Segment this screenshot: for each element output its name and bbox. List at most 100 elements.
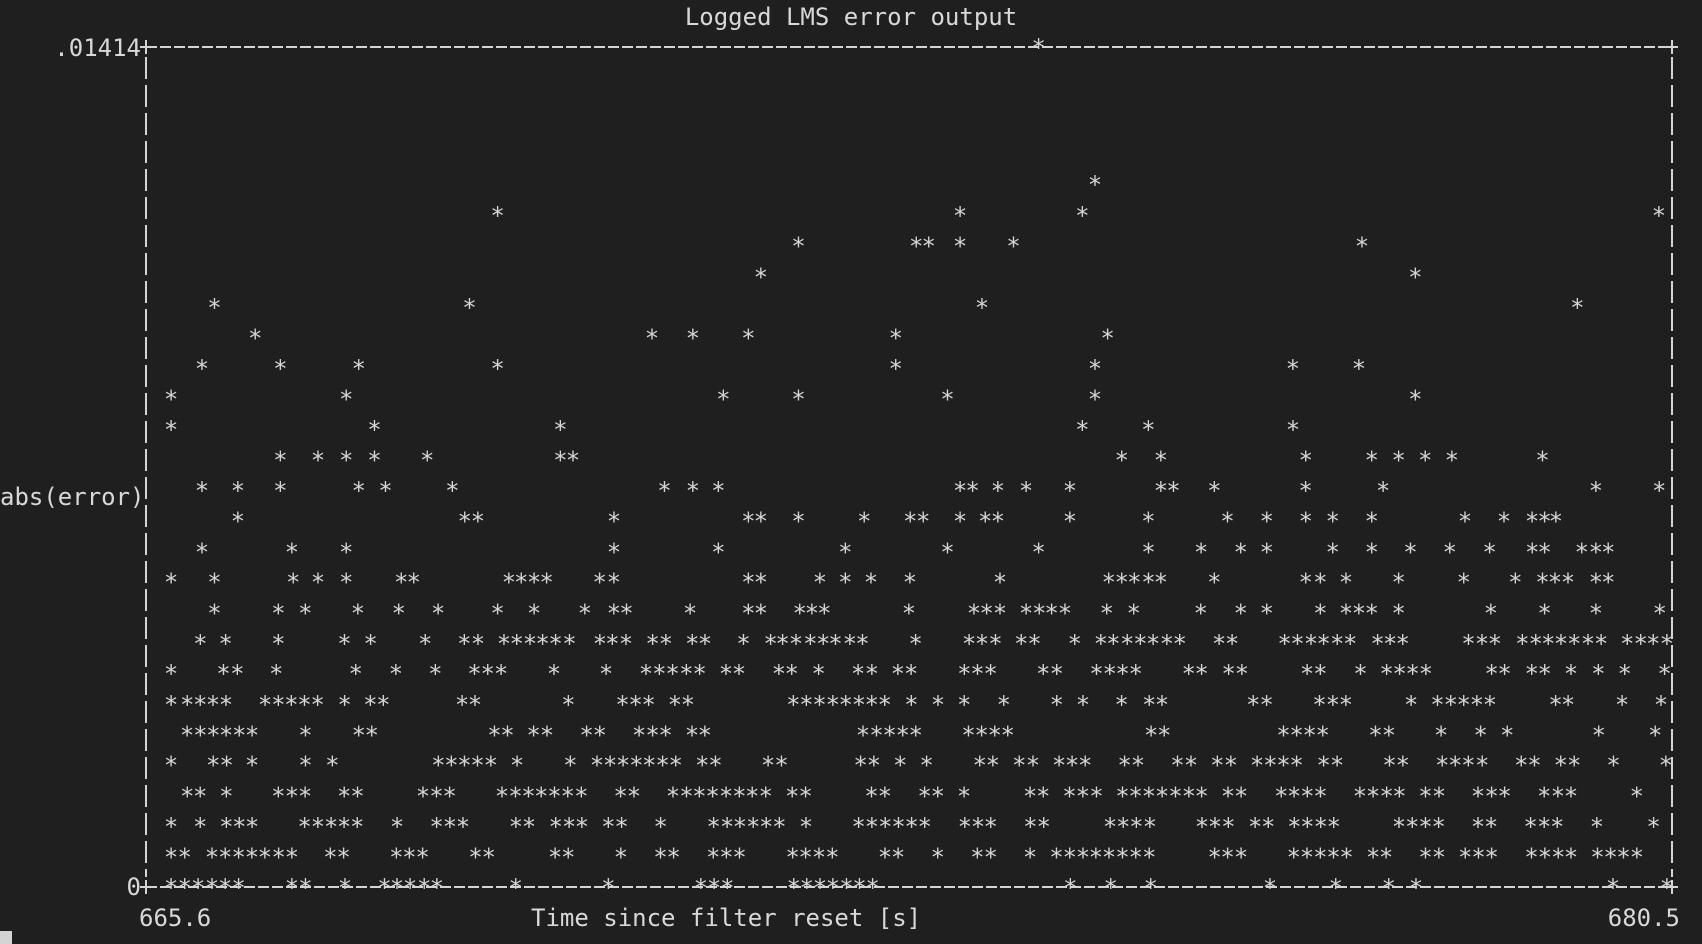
data-point: * — [285, 874, 299, 902]
data-point: * — [339, 446, 353, 474]
data-point: * — [909, 721, 923, 749]
data-point: * — [1313, 844, 1327, 872]
data-point: * — [1166, 477, 1180, 505]
data-point: * — [574, 783, 588, 811]
data-point: * — [599, 660, 613, 688]
data-point: * — [838, 538, 852, 566]
data-point: * — [614, 844, 628, 872]
data-point: * — [1290, 630, 1304, 658]
data-point: * — [761, 752, 775, 780]
data-point: * — [378, 477, 392, 505]
data-point: * — [774, 752, 788, 780]
data-point: * — [798, 844, 812, 872]
data-point: * — [231, 874, 245, 902]
data-point: * — [1606, 752, 1620, 780]
data-point: * — [1094, 630, 1108, 658]
data-point: * — [337, 813, 351, 841]
data-point: * — [1529, 630, 1543, 658]
data-point: * — [547, 660, 561, 688]
data-point: * — [754, 263, 768, 291]
data-point: * — [1154, 446, 1168, 474]
data-point: * — [1326, 813, 1340, 841]
frame-corner-bottom-left — [140, 880, 152, 894]
data-point: * — [1173, 630, 1187, 658]
data-point: * — [514, 569, 528, 597]
data-point: * — [1484, 783, 1498, 811]
data-point: * — [1330, 752, 1344, 780]
data-point: * — [561, 844, 575, 872]
data-point: * — [685, 630, 699, 658]
data-point: * — [481, 660, 495, 688]
data-point: * — [258, 691, 272, 719]
data-point: * — [548, 844, 562, 872]
data-point: * — [811, 660, 825, 688]
data-point: * — [1382, 752, 1396, 780]
data-point: * — [1220, 507, 1234, 535]
data-point: * — [645, 630, 659, 658]
data-point: * — [1482, 538, 1496, 566]
data-point: * — [791, 386, 805, 414]
data-point: * — [838, 569, 852, 597]
data-point: * — [1652, 600, 1666, 628]
data-point: * — [745, 783, 759, 811]
data-point: * — [284, 691, 298, 719]
data-point: * — [1554, 630, 1568, 658]
data-point: * — [988, 630, 1002, 658]
data-point: * — [655, 752, 669, 780]
data-point: * — [1261, 813, 1275, 841]
data-point: * — [1339, 691, 1353, 719]
data-point: * — [1044, 600, 1058, 628]
data-point: * — [561, 783, 575, 811]
data-point: * — [1538, 844, 1552, 872]
data-point: * — [607, 600, 621, 628]
data-point: * — [285, 538, 299, 566]
data-point: * — [1591, 660, 1605, 688]
data-point: * — [429, 813, 443, 841]
data-point: * — [628, 691, 642, 719]
data-point: * — [1589, 600, 1603, 628]
data-point: * — [957, 691, 971, 719]
data-point: * — [878, 844, 892, 872]
data-point: * — [1299, 446, 1313, 474]
data-point: * — [1403, 538, 1417, 566]
data-point: * — [1601, 569, 1615, 597]
data-point: * — [1654, 691, 1668, 719]
data-point: * — [338, 874, 352, 902]
data-point: * — [1564, 783, 1578, 811]
data-point: * — [1325, 507, 1339, 535]
data-point: * — [193, 813, 207, 841]
data-point: * — [363, 630, 377, 658]
data-point: * — [164, 660, 178, 688]
data-point: * — [310, 691, 324, 719]
data-point: * — [1484, 600, 1498, 628]
data-point: * — [1316, 630, 1330, 658]
data-point: * — [825, 844, 839, 872]
data-point: * — [1289, 721, 1303, 749]
data-point: * — [896, 721, 910, 749]
data-point: * — [851, 813, 865, 841]
data-point: * — [298, 874, 312, 902]
data-point: * — [1300, 660, 1314, 688]
data-point: * — [1601, 538, 1615, 566]
data-point: * — [592, 569, 606, 597]
data-point: * — [657, 477, 671, 505]
data-point: * — [367, 446, 381, 474]
data-point: * — [629, 752, 643, 780]
data-point: * — [351, 355, 365, 383]
data-point: * — [297, 691, 311, 719]
data-point: * — [1313, 813, 1327, 841]
data-point: * — [799, 813, 813, 841]
data-point: * — [562, 630, 576, 658]
data-point: * — [1339, 844, 1353, 872]
data-point: * — [457, 630, 471, 658]
data-point: * — [1129, 813, 1143, 841]
data-point: * — [639, 660, 653, 688]
data-point: * — [695, 752, 709, 780]
data-point: * — [791, 507, 805, 535]
data-point: * — [363, 691, 377, 719]
data-point: * — [1456, 569, 1470, 597]
data-point: * — [1326, 844, 1340, 872]
data-point: * — [692, 660, 706, 688]
data-point: * — [792, 600, 806, 628]
data-point: * — [1484, 844, 1498, 872]
